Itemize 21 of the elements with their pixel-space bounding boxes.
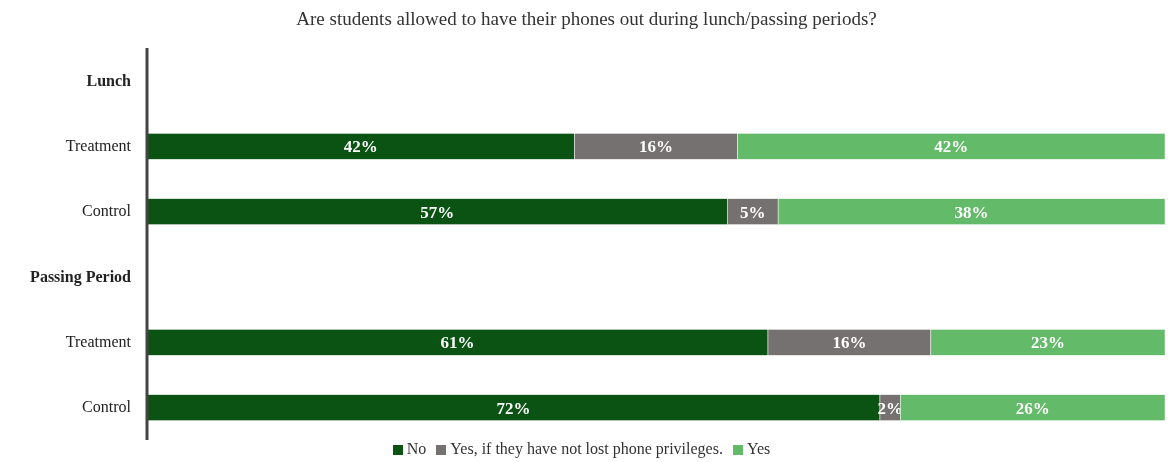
- data-label: 26%: [1015, 398, 1050, 418]
- data-label: 57%: [420, 202, 455, 222]
- data-label: 5%: [739, 202, 766, 222]
- data-label: 61%: [440, 333, 475, 353]
- legend-label: No: [406, 440, 427, 457]
- data-label: 72%: [496, 398, 531, 418]
- y-tick-label: Control: [82, 202, 132, 220]
- legend-label: Yes, if they have not lost phone privileges.: [450, 440, 723, 457]
- y-tick-label: Passing Period: [30, 267, 132, 286]
- y-tick-label: Lunch: [86, 71, 132, 89]
- data-label: 16%: [639, 137, 673, 157]
- chart-title: Are students allowed to have their phones out during lunch/passing periods?: [295, 8, 878, 30]
- legend-label: Yes: [746, 440, 771, 457]
- data-label: 16%: [832, 333, 867, 353]
- y-tick-label: Treatment: [65, 333, 132, 350]
- y-tick-label: Treatment: [65, 137, 132, 154]
- data-label: 42%: [343, 137, 378, 157]
- data-label: 23%: [1030, 333, 1065, 353]
- data-label: 38%: [954, 202, 989, 222]
- y-tick-label: Control: [82, 398, 132, 416]
- data-label: 42%: [934, 137, 969, 157]
